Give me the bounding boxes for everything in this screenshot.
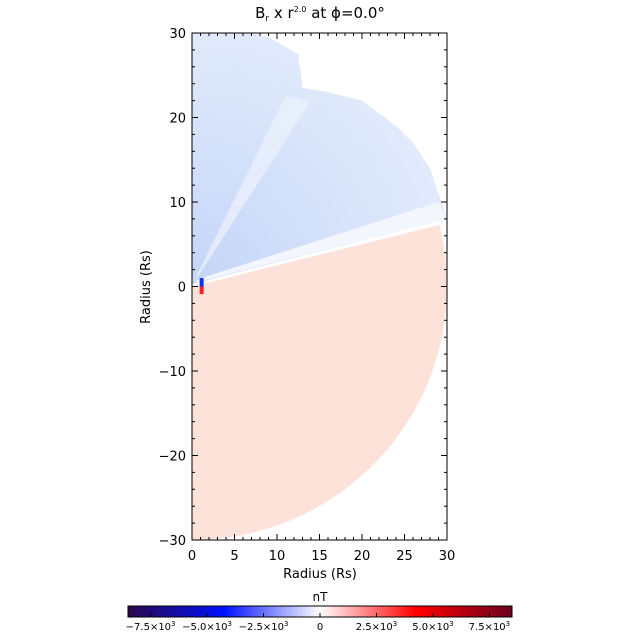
colorbar-tick-label: 0: [317, 622, 323, 633]
chart-title: Br x r2.0 at ϕ=0.0°: [255, 4, 385, 24]
y-tick-label: −20: [159, 450, 186, 465]
field-map: [192, 33, 447, 540]
x-tick-label: 0: [188, 549, 196, 564]
inner-negative-spot: [199, 278, 204, 287]
y-tick-label: 20: [169, 112, 186, 127]
y-tick-label: 10: [169, 196, 186, 211]
x-tick-label: 5: [230, 549, 238, 564]
colorbar-tick-label: −5.0×103: [182, 620, 232, 633]
colorbar-ticks: −7.5×103 −5.0×103 −2.5×103 0 2.5×103 5.0×103 7…: [126, 613, 510, 633]
streamer-band: [196, 96, 311, 279]
x-tick-label: 10: [269, 549, 286, 564]
y-tick-label: −30: [159, 534, 186, 549]
colorbar-label: nT: [313, 590, 329, 604]
colorbar-tick-label: 5.0×103: [412, 620, 453, 633]
x-tick-label: 30: [439, 549, 456, 564]
inner-positive-spot: [199, 286, 204, 295]
axis-ticks: 0 5 10 15 20 25 30 −30 −20 −10 0 10 20 30: [159, 27, 456, 564]
y-tick-label: −10: [159, 365, 186, 380]
x-tick-label: 15: [311, 549, 328, 564]
colorbar-tick-label: −7.5×103: [126, 620, 176, 633]
positive-field-region: [192, 223, 447, 540]
x-tick-label: 20: [354, 549, 371, 564]
current-sheet: [196, 202, 447, 283]
x-tick-label: 25: [396, 549, 413, 564]
x-axis-label: Radius (Rs): [283, 567, 357, 582]
colorbar-tick-label: 2.5×103: [356, 620, 397, 633]
y-axis-label: Radius (Rs): [139, 250, 154, 324]
y-tick-label: 30: [169, 27, 186, 42]
y-tick-label: 0: [178, 281, 186, 296]
colorbar-tick-label: 7.5×103: [469, 620, 510, 633]
colorbar-tick-label: −2.5×103: [239, 620, 289, 633]
